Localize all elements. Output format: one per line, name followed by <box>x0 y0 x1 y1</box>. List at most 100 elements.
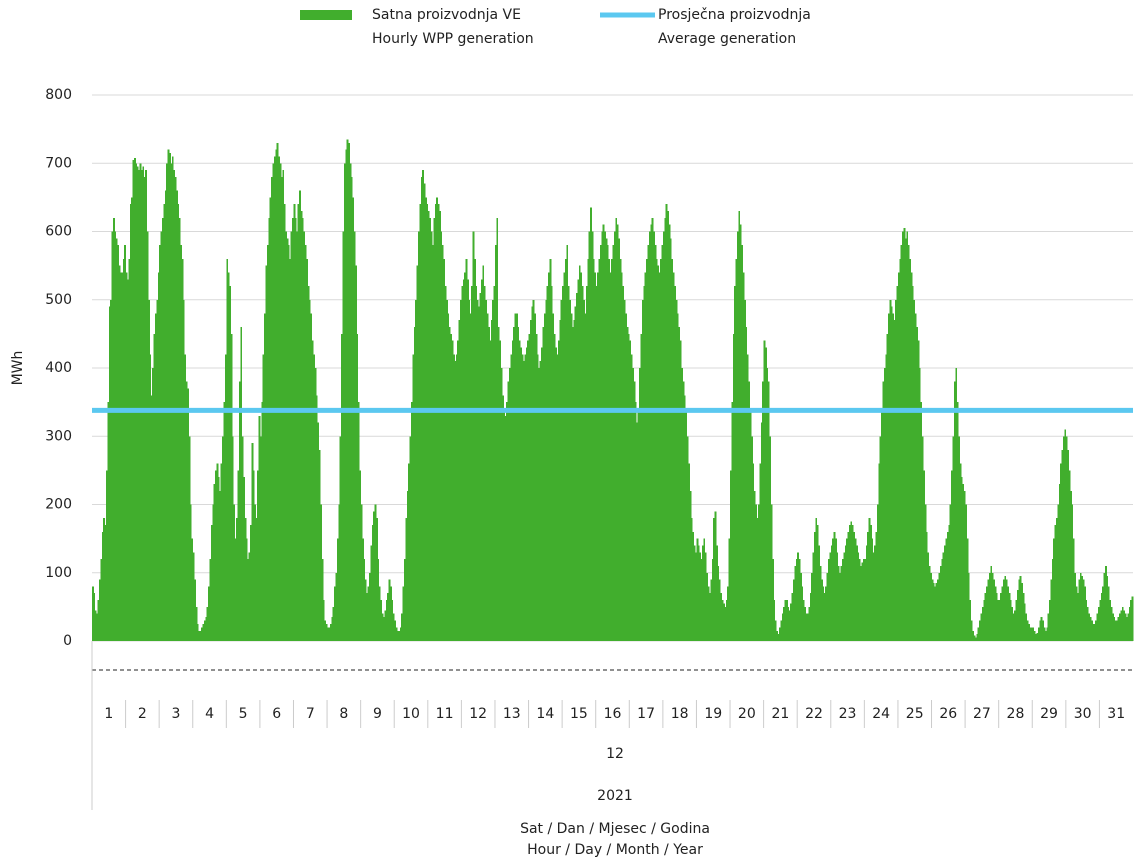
bar <box>360 504 363 641</box>
bar <box>799 572 802 641</box>
bar <box>264 313 266 641</box>
bar <box>245 538 248 641</box>
bar <box>1011 606 1014 641</box>
x-tick-label: 14 <box>536 706 554 722</box>
bar <box>625 313 627 641</box>
bar <box>161 217 164 641</box>
bar <box>1131 596 1134 641</box>
bar <box>465 258 468 641</box>
bar <box>597 272 599 641</box>
bar <box>808 606 811 641</box>
bar <box>634 402 637 641</box>
x-tick-label: 15 <box>570 706 588 722</box>
bar <box>466 279 469 641</box>
bar <box>783 606 786 641</box>
bar <box>265 265 268 641</box>
x-tick-label: 5 <box>239 706 248 722</box>
bar <box>772 559 774 641</box>
bar <box>993 579 995 641</box>
bar <box>458 320 461 641</box>
bar <box>497 327 500 641</box>
bar <box>1022 593 1025 641</box>
bar <box>185 381 188 641</box>
bar <box>1037 627 1040 641</box>
bar <box>119 272 122 641</box>
bar <box>499 340 501 641</box>
bar <box>1026 620 1029 641</box>
bar <box>1028 623 1030 641</box>
bar <box>781 613 784 641</box>
bar <box>806 613 809 641</box>
bar <box>846 538 848 641</box>
bar <box>977 627 980 641</box>
bar <box>949 504 952 641</box>
bar <box>732 333 735 641</box>
y-tick-label: 0 <box>63 633 72 649</box>
bar <box>1081 576 1084 641</box>
bar <box>1025 613 1028 641</box>
bar <box>370 545 373 641</box>
bar <box>287 245 290 641</box>
bar <box>416 265 419 641</box>
bar <box>150 395 153 641</box>
bar <box>920 402 923 641</box>
bar <box>616 224 619 642</box>
bar <box>191 538 194 641</box>
x-tick-label: 7 <box>306 706 315 722</box>
bar <box>798 559 801 641</box>
bar <box>248 552 251 641</box>
bar <box>550 286 553 641</box>
bar <box>904 238 907 641</box>
year-label: 2021 <box>597 788 633 804</box>
bar <box>1099 600 1102 641</box>
bar <box>217 477 220 641</box>
bar <box>247 559 250 641</box>
bar <box>1061 449 1064 641</box>
bar <box>1075 586 1078 641</box>
bar <box>308 299 311 641</box>
bar <box>345 149 348 641</box>
bar <box>448 327 451 641</box>
bar <box>378 586 381 641</box>
bar <box>709 593 711 641</box>
bar <box>896 286 899 641</box>
bar <box>1126 617 1128 641</box>
bar <box>294 217 297 641</box>
bar <box>857 552 860 641</box>
bar <box>560 299 563 641</box>
bar <box>93 593 96 641</box>
bar <box>734 286 737 641</box>
bar <box>405 518 408 641</box>
bar <box>742 272 745 641</box>
bar <box>334 586 336 641</box>
bar <box>875 531 878 641</box>
bar <box>112 217 115 641</box>
bar <box>767 381 770 641</box>
bar <box>966 538 969 641</box>
bar <box>895 299 897 641</box>
x-tick-label: 4 <box>205 706 214 722</box>
bar <box>398 630 401 641</box>
bar <box>332 606 335 641</box>
bar <box>336 538 339 641</box>
bar <box>714 511 717 641</box>
bar <box>543 313 546 641</box>
bar <box>906 231 909 641</box>
bar <box>948 524 951 641</box>
bar <box>147 299 150 641</box>
bar <box>925 531 928 641</box>
bar <box>1110 606 1113 641</box>
bar <box>672 272 675 641</box>
bar <box>627 333 630 641</box>
bar <box>192 552 195 641</box>
bar <box>374 504 377 641</box>
bar <box>834 538 837 641</box>
bar <box>257 470 259 641</box>
bar <box>321 559 324 641</box>
bar <box>261 402 264 641</box>
bar <box>942 552 945 641</box>
bar <box>115 238 118 641</box>
y-tick-label: 400 <box>45 360 72 376</box>
bar <box>939 565 942 641</box>
bar <box>138 170 140 641</box>
